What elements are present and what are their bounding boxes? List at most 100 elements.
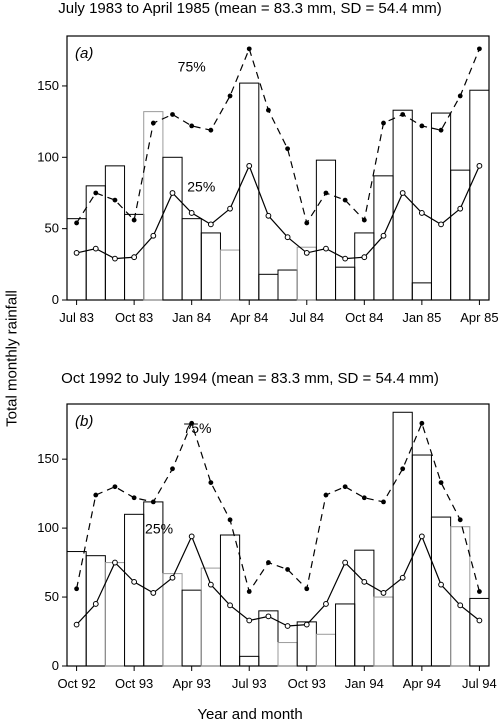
panel-a-q25-point [92, 245, 99, 252]
panel-a-q25-point [131, 254, 138, 261]
panel-a-bar [315, 159, 337, 301]
panel-a-q75-point [74, 220, 79, 226]
panel-a-q75-point [150, 120, 156, 126]
panel-b-bar [354, 549, 375, 667]
panel-a-xtick-label: Apr 85 [460, 310, 498, 325]
panel-b-bar [335, 603, 356, 667]
panel-a-ytick-label: 100 [37, 149, 59, 164]
panel-a-bar [181, 218, 202, 301]
panel-a-q25-point [246, 162, 253, 169]
panel-a-q25-point [323, 245, 329, 252]
panel-a-q25-point [361, 254, 368, 261]
panel-b-q25-point [246, 617, 253, 624]
panel-a-q75-point [457, 93, 463, 99]
panel-a-xtick-label: Jan 85 [402, 310, 441, 325]
panel-b-q75-point [400, 466, 406, 472]
panel-b-q25-point [188, 533, 195, 540]
panel-a-q25-point [438, 221, 444, 228]
panel-a-q25-point [150, 232, 157, 239]
panel-b-xtick-label: Jan 94 [345, 676, 384, 691]
panel-a-q75-point [419, 123, 425, 129]
panel-b-q25-point [342, 559, 349, 566]
panel-b-q25-point [361, 578, 368, 585]
panel-a-q75-line [76, 47, 480, 225]
panel-b-bar [124, 513, 145, 667]
panel-b-q75-point [189, 420, 195, 426]
panel-a-q75-point [285, 146, 290, 152]
panel-b-label: (b) [75, 413, 93, 430]
panel-b-q75-point [227, 517, 233, 523]
panel-a-label: (a) [75, 45, 93, 62]
panel-a-bar [354, 232, 375, 301]
panel-a-bar [469, 89, 490, 301]
panel-a-xtick-label: Oct 84 [345, 310, 383, 325]
panel-a-q75-point [208, 127, 214, 133]
panel-b-q25-point [418, 533, 425, 540]
panel-b-annotation: 75% [183, 420, 211, 436]
panel-a-bar [258, 273, 279, 301]
panel-a-q75-point [477, 46, 482, 52]
panel-a-bar [430, 112, 452, 301]
panel-a-q25-point [73, 250, 80, 256]
panel-b-xtick-label: Oct 92 [57, 676, 95, 691]
panel-a-q25-point [112, 255, 118, 262]
panel-b-q25-point [112, 559, 118, 566]
panel-b-q25-point [399, 574, 406, 581]
panel-a-q25-point [418, 210, 425, 216]
panel-b-q75-point [74, 586, 79, 592]
panel-b-q75-point [323, 492, 329, 498]
panel-a-xtick-label: Jan 84 [172, 310, 211, 325]
panel-a-bar [66, 218, 87, 301]
panel-a-q75-point [381, 120, 386, 126]
panel-b-q25-point [457, 602, 464, 609]
panel-a-title: July 1983 to April 1985 (mean = 83.3 mm,… [58, 0, 442, 17]
panel-b-bar [258, 610, 279, 667]
panel-a-q75-point [246, 46, 252, 52]
panel-b-q25-point [284, 623, 291, 629]
panel-a-q25-point [169, 190, 176, 196]
panel-b-xtick-label: Oct 93 [115, 676, 153, 691]
panel-b-bar [315, 633, 337, 667]
panel-b-xtick-label: Apr 93 [173, 676, 211, 691]
panel-a-q75-point [400, 112, 406, 117]
panel-a-bar [450, 169, 471, 301]
panel-b-bar [411, 454, 432, 667]
panel-a-bar [162, 156, 183, 301]
panel-a-q25-point [476, 162, 483, 169]
panel-b-bar [181, 589, 202, 667]
panel-a-q25-point [188, 210, 195, 216]
panel-a-q25-point [380, 232, 387, 239]
panel-b-q75-point [150, 499, 156, 505]
panel-a-ytick-label: 150 [37, 78, 59, 93]
panel-a-bar [143, 111, 164, 301]
panel-b-q75-line [76, 421, 480, 593]
panel-a-q25-point [265, 212, 272, 219]
panel-a-bar [219, 249, 241, 301]
panel-a-q75-point [93, 190, 99, 196]
panel-b-bar [162, 573, 183, 667]
panel-b-bar [66, 551, 87, 667]
panel-b-xtick-label: Jul 93 [232, 676, 267, 691]
panel-a-ytick-label: 0 [52, 292, 59, 307]
panel-b-bar [450, 526, 471, 667]
panel-b-xtick-label: Jul 94 [462, 676, 497, 691]
x-axis-label: Year and month [197, 706, 303, 723]
panel-b-q25-point [73, 621, 80, 628]
panel-b-q75-point [438, 480, 444, 485]
panel-b-q75-point [361, 495, 367, 501]
panel-b-bar [392, 411, 413, 667]
panel-b-q25-point [323, 601, 329, 607]
panel-b-bar [239, 655, 260, 667]
panel-b-q25-point [131, 578, 138, 585]
panel-b-q75-point [477, 589, 482, 594]
panel-b-bar [469, 597, 490, 667]
panel-a-annotation: 25% [187, 179, 215, 195]
panel-b-q75-point [457, 517, 463, 523]
panel-b-ytick-label: 150 [37, 451, 59, 466]
panel-b-q25-point [303, 621, 310, 628]
panel-a-bar [104, 165, 126, 301]
panel-a-q75-point [304, 220, 310, 226]
panel-b-q25-point [227, 602, 233, 609]
panel-b-ytick-label: 50 [45, 589, 59, 604]
